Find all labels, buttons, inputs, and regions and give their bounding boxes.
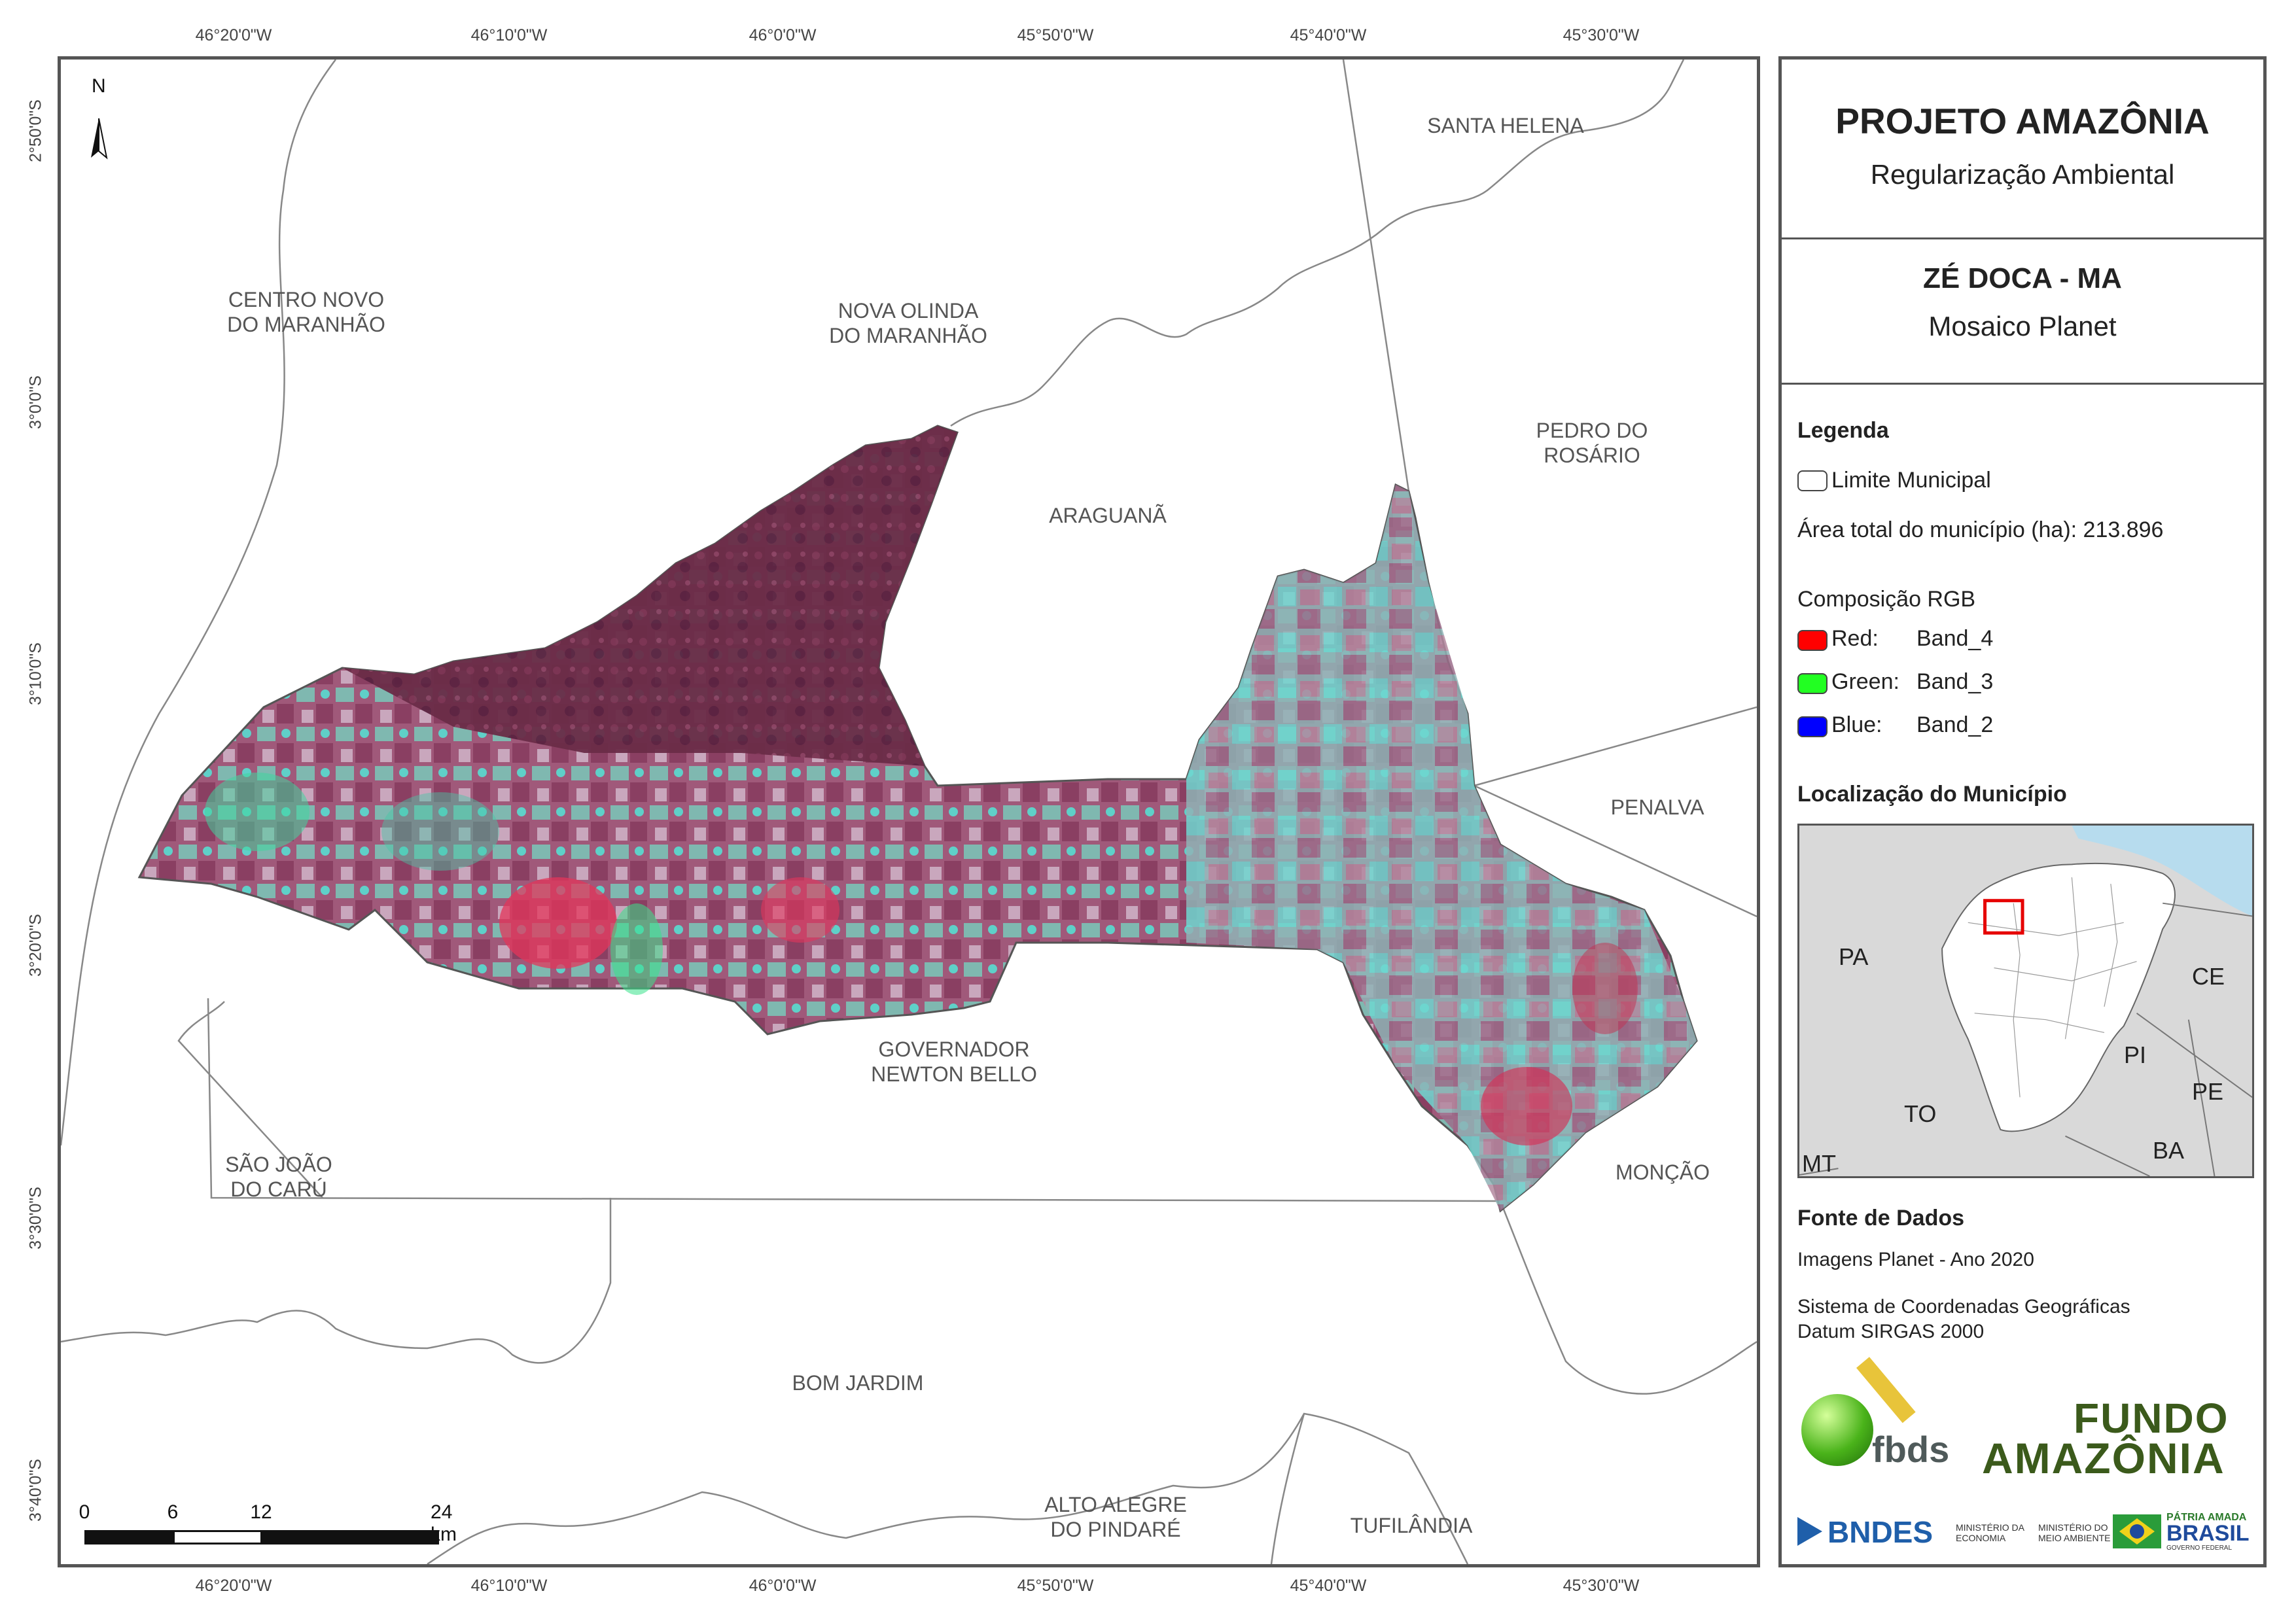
ministerio-economia: MINISTÉRIO DA ECONOMIA [1956,1522,2024,1543]
fbds-text: fbds [1872,1429,1950,1470]
label-alto-alegre: ALTO ALEGRE DO PINDARÉ [1044,1493,1187,1541]
panel-header: PROJETO AMAZÔNIA Regularização Ambiental [1782,60,2263,239]
patria-line-2: BRASIL [2166,1521,2250,1546]
source-line-1: Imagens Planet - Ano 2020 [1797,1249,2034,1270]
north-label: N [92,75,106,97]
bndes-logo: BNDES [1797,1512,1941,1551]
fbds-sphere-icon [1801,1394,1873,1466]
graticule-left-3: 3°10'0"S [26,642,45,705]
amazonia-text: AMAZÔNIA [1982,1434,2225,1482]
scale-bar: 0 6 12 24 km [79,1501,457,1547]
patria-line-1: PÁTRIA AMADA [2166,1512,2247,1523]
graticule-bottom-2: 46°10'0"W [470,1577,548,1595]
ze-doca-mosaic [137,425,1698,1213]
label-santa-helena: SANTA HELENA [1427,114,1584,137]
label-tufilandia: TUFILÂNDIA [1350,1514,1473,1537]
inset-label-pa: PA [1839,943,1869,970]
graticule-left-2: 3°0'0"S [26,375,45,430]
graticule-bottom-4: 45°50'0"W [1017,1577,1094,1595]
scale-label-24: 24 km [431,1501,457,1545]
green-swatch [1797,673,1828,694]
scale-label-6: 6 [167,1501,179,1523]
blue-swatch [1797,716,1828,737]
brazil-flag-icon [2113,1514,2161,1548]
north-arrow-icon [91,118,108,160]
inset-label-to: TO [1904,1100,1937,1127]
source-title: Fonte de Dados [1797,1206,1965,1230]
min-eco-line-1: MINISTÉRIO DA [1956,1522,2025,1533]
project-subtitle: Regularização Ambiental [1870,159,2175,190]
graticule-top-5: 45°40'0"W [1290,26,1367,44]
graticule-top-4: 45°50'0"W [1017,26,1094,44]
graticule-left-5: 3°30'0"S [26,1187,45,1249]
min-meio-line-1: MINISTÉRIO DO [2038,1522,2108,1533]
patria-line-3: GOVERNO FEDERAL [2166,1544,2233,1552]
label-bom-jardim: BOM JARDIM [792,1371,924,1395]
min-eco-line-2: ECONOMIA [1956,1533,2006,1543]
scale-segment-2 [173,1530,262,1544]
inset-label-mt: MT [1802,1150,1836,1177]
fundo-amazonia-logo: FUNDO AMAZÔNIA [1982,1394,2257,1486]
scale-segment-3 [261,1530,439,1544]
scale-label-12: 12 [250,1501,272,1523]
fundo-text: FUNDO [2074,1395,2229,1442]
label-moncao: MONÇÃO [1616,1161,1710,1184]
graticule-bottom-3: 46°0'0"W [749,1577,817,1595]
patria-amada-logo: PÁTRIA AMADA BRASIL GOVERNO FEDERAL [2113,1510,2257,1556]
min-meio-line-2: MEIO AMBIENTE [2038,1533,2111,1543]
graticule-bottom-6: 45°30'0"W [1563,1577,1640,1595]
graticule-top-6: 45°30'0"W [1563,26,1640,44]
graticule-top-1: 46°20'0"W [195,26,272,44]
legend-title: Legenda [1797,418,1889,443]
scale-label-0: 0 [79,1501,90,1523]
label-pedro-rosario: PEDRO DO ROSÁRIO [1536,419,1648,467]
label-sao-joao: SÃO JOÃO DO CARÚ [225,1153,332,1201]
label-governador: GOVERNADOR NEWTON BELLO [871,1038,1037,1086]
inset-label-ba: BA [2153,1137,2185,1164]
panel-municipality: ZÉ DOCA - MA Mosaico Planet [1782,237,2263,385]
location-inset-map[interactable]: PA CE PI PE TO BA MT [1797,824,2254,1178]
scale-segment-1 [84,1530,174,1544]
legend-panel: PROJETO AMAZÔNIA Regularização Ambiental… [1778,56,2267,1567]
graticule-left-1: 2°50'0"S [26,99,45,162]
graticule-left-6: 3°40'0"S [26,1459,45,1522]
inset-label-pi: PI [2124,1041,2147,1068]
limit-swatch [1797,470,1828,491]
label-nova-olinda: NOVA OLINDA DO MARANHÃO [829,299,987,347]
source-line-3: Datum SIRGAS 2000 [1797,1321,1985,1342]
project-title: PROJETO AMAZÔNIA [1835,101,2210,141]
graticule-bottom-5: 45°40'0"W [1290,1577,1367,1595]
red-swatch [1797,630,1828,651]
mosaic-subtitle: Mosaico Planet [1928,311,2117,341]
graticule-bottom-1: 46°20'0"W [195,1577,272,1595]
red-band: Band_4 [1916,626,1994,651]
graticule-left-4: 3°20'0"S [26,914,45,977]
blue-label: Blue: [1831,712,1882,737]
label-centro-novo: CENTRO NOVO DO MARANHÃO [227,288,385,336]
limit-label: Limite Municipal [1831,468,1991,493]
bndes-text: BNDES [1828,1515,1934,1549]
bndes-mark-icon [1797,1517,1822,1546]
location-title: Localização do Município [1797,782,2067,807]
green-label: Green: [1831,669,1899,694]
inset-canvas [1799,826,2252,1176]
map-canvas[interactable] [61,60,1757,1564]
label-araguana: ARAGUANÃ [1049,504,1167,527]
municipality-title: ZÉ DOCA - MA [1923,262,2122,294]
red-label: Red: [1831,626,1879,651]
ministerio-meio-ambiente: MINISTÉRIO DO MEIO AMBIENTE [2038,1522,2110,1543]
graticule-top-3: 46°0'0"W [749,26,817,44]
label-penalva: PENALVA [1610,795,1704,819]
map-frame[interactable]: N SANTA HELENA CENTRO NOVO DO MARANHÃO N… [58,56,1760,1567]
fbds-logo: fbds [1801,1357,1958,1473]
blue-band: Band_2 [1916,712,1994,737]
area-label: Área total do município (ha): 213.896 [1797,517,2164,542]
rgb-title: Composição RGB [1797,587,1976,612]
inset-label-ce: CE [2192,963,2225,990]
graticule-top-2: 46°10'0"W [470,26,548,44]
green-band: Band_3 [1916,669,1994,694]
source-line-2: Sistema de Coordenadas Geográficas [1797,1296,2130,1318]
inset-label-pe: PE [2192,1078,2224,1105]
inset-highlight-box [1983,899,2024,935]
